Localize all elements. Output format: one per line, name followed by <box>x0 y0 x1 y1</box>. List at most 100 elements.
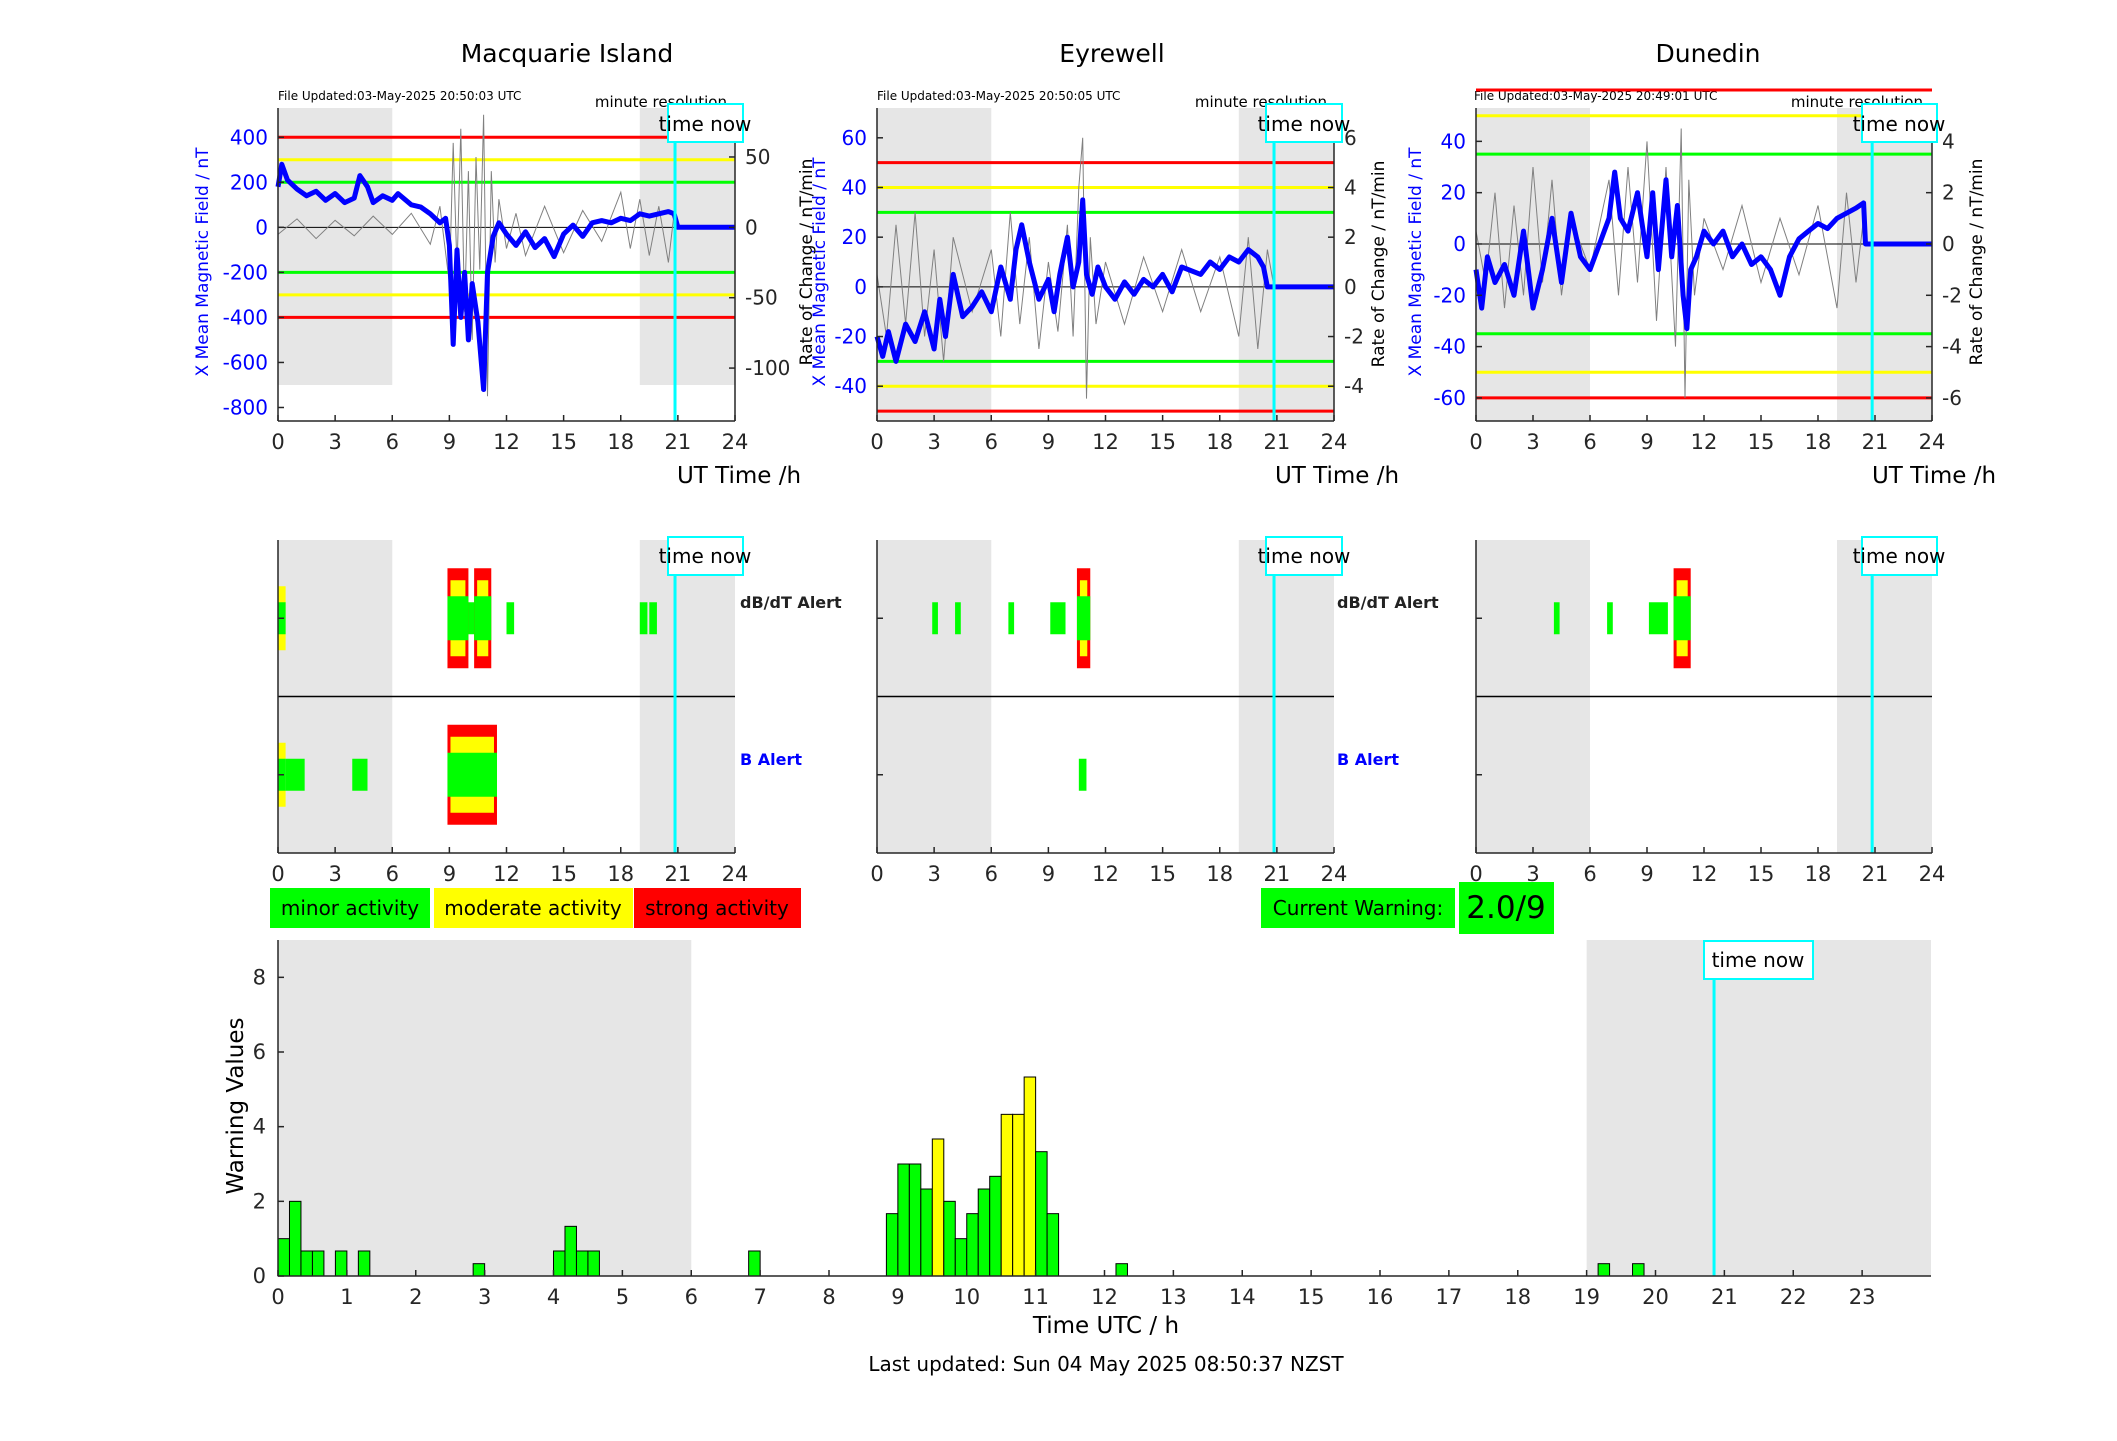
x-tick-label: 15 <box>1149 430 1176 454</box>
y-tick-label-right: -4 <box>1344 374 1364 398</box>
x-tick-label: 18 <box>1805 862 1832 886</box>
warning-bar <box>897 1163 910 1277</box>
minor-alert-block <box>1008 602 1015 635</box>
minor-alert-block <box>285 758 305 791</box>
time-now-box <box>1861 536 1938 576</box>
y-tick-label: 6 <box>253 1040 266 1064</box>
time-now-box <box>667 536 744 576</box>
x-tick-label: 24 <box>722 862 749 886</box>
chart-title: Dunedin <box>1656 39 1761 68</box>
b-alert-label: B Alert <box>740 750 802 769</box>
time-now-box <box>1265 536 1343 576</box>
x-tick-label: 3 <box>1526 430 1539 454</box>
warning-bar <box>575 1250 589 1277</box>
x-tick-label: 14 <box>1229 1285 1256 1309</box>
minor-alert-block <box>352 758 368 791</box>
y-tick-label-left: -60 <box>1433 386 1466 410</box>
warning-values-bar-chart: 0 1 2 3 4 5 6 7 8 9 10 11 12 13 14 15 16 17 18 19 20 21 22 2302… <box>223 940 1931 1339</box>
warning-bar <box>1035 1151 1048 1277</box>
x-mean-field-series <box>275 161 735 392</box>
y-tick-label-left: 0 <box>255 215 268 239</box>
x-tick-label: 17 <box>1436 1285 1463 1309</box>
time-now-box <box>1861 103 1938 143</box>
x-tick-label: 0 <box>1469 430 1482 454</box>
warning-bar <box>564 1225 577 1277</box>
alert-plot-area: 0 3 6 9 12 15 18 21 24 <box>1469 540 1945 886</box>
x-tick-label: 4 <box>547 1285 560 1309</box>
x-tick-label: 15 <box>1748 862 1775 886</box>
x-tick-label: 21 <box>1711 1285 1738 1309</box>
night-shading <box>639 108 735 385</box>
x-tick-label: 9 <box>1042 430 1055 454</box>
time-now-label: time now <box>1258 112 1351 136</box>
x-tick-label: 0 <box>870 862 883 886</box>
warning-bar <box>1597 1263 1611 1277</box>
x-tick-label: 15 <box>550 430 577 454</box>
y-tick-label-right: -6 <box>1942 386 1962 410</box>
x-tick-label: 6 <box>985 430 998 454</box>
x-tick-label: 0 <box>271 862 284 886</box>
legend-minor-label: minor activity <box>281 896 419 920</box>
x-axis-label: Time UTC / h <box>1032 1313 1179 1339</box>
y-tick-label-left: 40 <box>842 175 867 199</box>
x-tick-label: 24 <box>1321 862 1348 886</box>
x-tick-label: 0 <box>271 430 284 454</box>
activity-legend: minor activity moderate activity strong … <box>270 888 801 928</box>
warning-bar <box>954 1238 968 1277</box>
x-tick-label: 13 <box>1160 1285 1187 1309</box>
warning-bar <box>357 1250 371 1277</box>
current-warning-value-box <box>1459 882 1554 934</box>
warning-bar <box>587 1250 600 1277</box>
x-tick-label: 21 <box>1862 430 1889 454</box>
current-warning-label: Current Warning: <box>1273 896 1443 920</box>
night-shading <box>1238 108 1334 421</box>
x-tick-label: 24 <box>1321 430 1348 454</box>
x-tick-label: 21 <box>1862 862 1889 886</box>
minor-alert-block <box>1673 596 1691 641</box>
minor-alert-block <box>474 596 492 641</box>
x-tick-label: 3 <box>927 862 940 886</box>
y-tick-label-right: 2 <box>1344 225 1357 249</box>
x-tick-label: 9 <box>1042 862 1055 886</box>
warning-bar <box>989 1175 1002 1277</box>
file-updated-label: File Updated:03-May-2025 20:49:01 UTC <box>1474 89 1717 103</box>
x-tick-label: 24 <box>722 430 749 454</box>
x-tick-label: 9 <box>891 1285 904 1309</box>
warning-bar <box>288 1200 302 1277</box>
y-tick-label-left: 0 <box>1453 232 1466 256</box>
minor-alert-block <box>1607 602 1613 635</box>
warning-bar <box>1115 1263 1128 1277</box>
y-axis-label-left: X Mean Magnetic Field / nT <box>193 147 213 377</box>
y-tick-label-right: -2 <box>1942 283 1962 307</box>
dunedin-line-chart: Dunedin File Updated:03-May-2025 20:49:0… <box>1406 39 1996 489</box>
x-tick-label: 21 <box>665 862 692 886</box>
legend-minor-swatch <box>270 888 430 928</box>
x-tick-label: 20 <box>1642 1285 1669 1309</box>
time-now-box <box>1703 940 1814 980</box>
x-tick-label: 6 <box>386 862 399 886</box>
x-tick-label: 3 <box>927 430 940 454</box>
y-tick-label-left: -800 <box>223 395 268 419</box>
time-now-label: time now <box>1853 544 1946 568</box>
x-tick-label: 18 <box>607 430 634 454</box>
dunedin-alert-panel: 0 3 6 9 12 15 18 21 24 time now <box>1469 536 1946 886</box>
night-shading <box>278 108 393 385</box>
minor-alert-block <box>506 602 515 635</box>
legend-strong-label: strong activity <box>645 896 789 920</box>
x-axis-label: UT Time /h <box>1872 463 1996 489</box>
x-tick-label: 1 <box>340 1285 353 1309</box>
x-tick-label: 11 <box>1022 1285 1049 1309</box>
x-tick-label: 24 <box>1919 862 1946 886</box>
b-alert-label: B Alert <box>1337 750 1399 769</box>
x-axis-label: UT Time /h <box>677 463 801 489</box>
x-tick-label: 0 <box>271 1285 284 1309</box>
rate-of-change-series <box>277 114 679 397</box>
x-tick-label: 18 <box>1805 430 1832 454</box>
minor-alert-block <box>649 602 657 635</box>
legend-strong-swatch <box>634 888 801 928</box>
x-tick-label: 21 <box>1264 430 1291 454</box>
alert-plot-area: 0 3 6 9 12 15 18 21 24 <box>271 540 748 886</box>
minor-alert-block <box>1078 758 1087 791</box>
legend-moderate-swatch <box>434 888 633 928</box>
